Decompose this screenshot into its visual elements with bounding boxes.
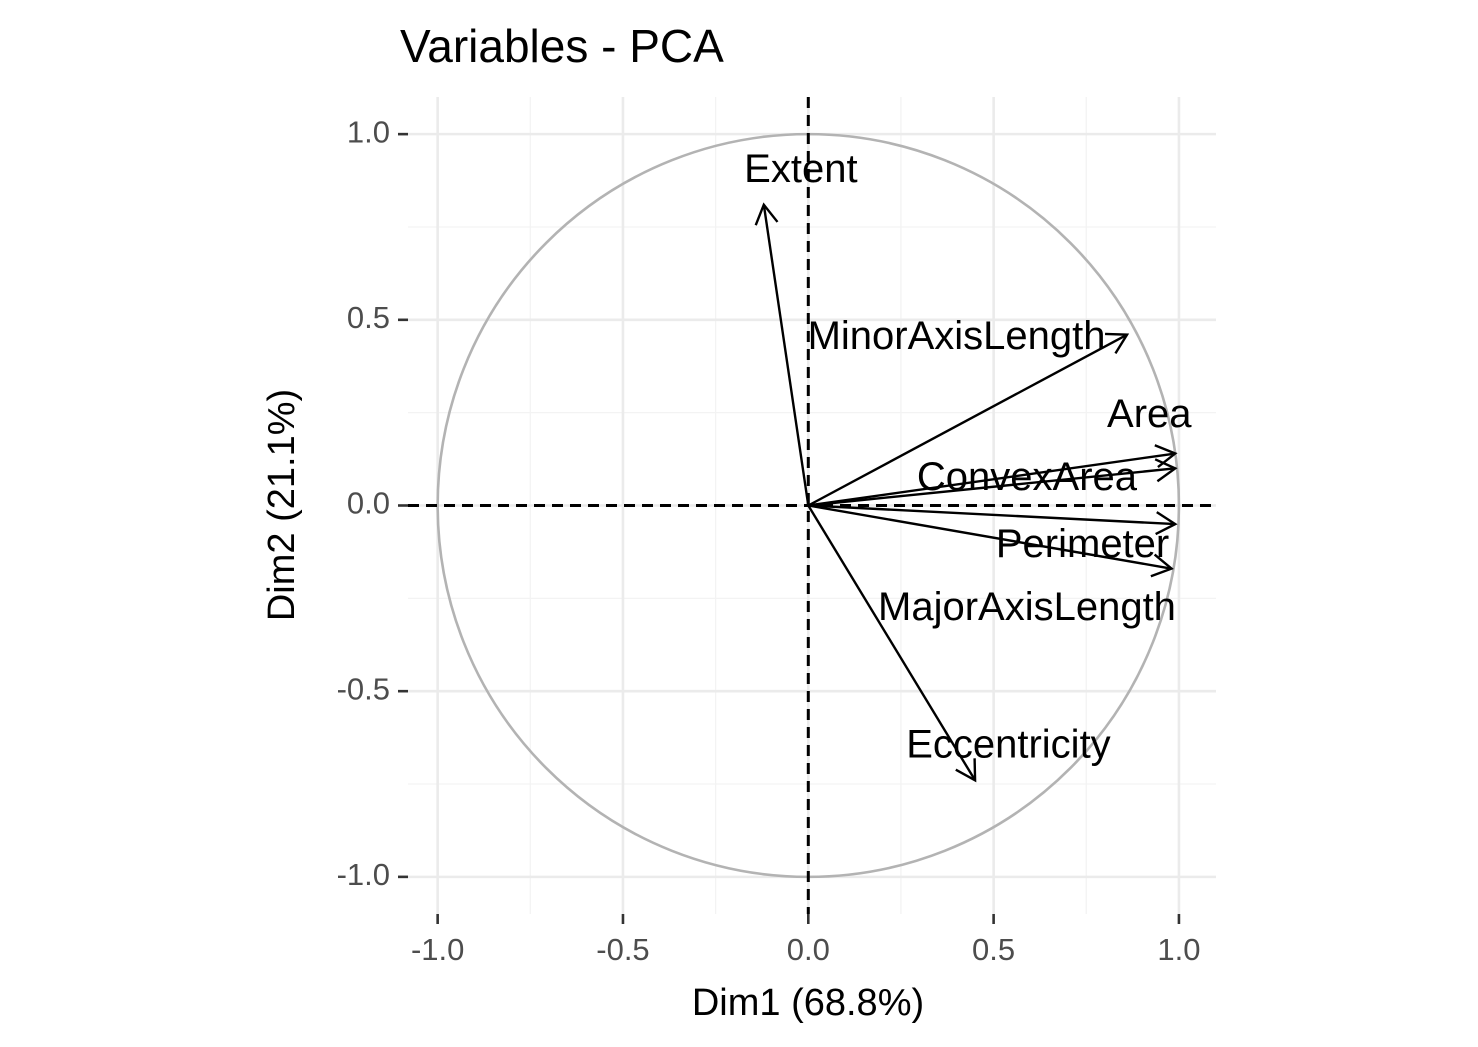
x-axis-title: Dim1 (68.8%) [692, 982, 924, 1024]
arrow-head-eccentricity [955, 758, 977, 783]
arrow-shaft-eccentricity [807, 504, 977, 781]
chart-title: Variables - PCA [400, 20, 724, 72]
arrow-minoraxislength [807, 332, 1130, 507]
x-axis: -1.0 -0.5 0.0 0.5 1.0 [411, 914, 1200, 967]
variable-label-majoraxislength: MajorAxisLength [878, 585, 1176, 629]
variable-labels: Area MajorAxisLength MinorAxisLength Eccent… [744, 147, 1192, 767]
arrow-head-convexarea [1154, 458, 1178, 483]
y-tick-label: 0.0 [347, 486, 390, 521]
variable-label-convexarea: ConvexArea [917, 455, 1138, 499]
arrow-extent [754, 202, 810, 506]
x-tick-label: 1.0 [1157, 932, 1200, 967]
y-tick-label: 1.0 [347, 114, 390, 149]
arrow-convexarea [808, 458, 1178, 507]
arrow-shaft-area [808, 452, 1176, 507]
variable-label-minoraxislength: MinorAxisLength [808, 314, 1106, 358]
arrow-head-extent [754, 202, 779, 226]
variable-label-eccentricity: Eccentricity [906, 722, 1111, 766]
y-axis-title: Dim2 (21.1%) [261, 389, 303, 621]
arrow-shaft-extent [762, 204, 810, 506]
variable-arrows [754, 202, 1178, 783]
y-tick-label: 0.5 [347, 300, 390, 335]
arrow-head-minoraxislength [1105, 332, 1130, 355]
x-tick-label: -1.0 [411, 932, 464, 967]
variable-label-extent: Extent [744, 147, 857, 191]
arrow-perimeter [808, 504, 1178, 536]
arrow-head-perimeter [1155, 511, 1178, 536]
y-tick-label: -0.5 [337, 671, 390, 706]
y-axis: -1.0 -0.5 0.0 0.5 1.0 [337, 114, 408, 892]
arrow-shaft-minoraxislength [807, 333, 1128, 507]
x-tick-label: -0.5 [596, 932, 649, 967]
arrow-shaft-majoraxislength [808, 504, 1172, 570]
arrow-majoraxislength [808, 504, 1174, 578]
variable-label-perimeter: Perimeter [996, 522, 1169, 566]
arrow-eccentricity [807, 504, 977, 783]
arrow-head-majoraxislength [1150, 553, 1174, 578]
y-tick-label: -1.0 [337, 857, 390, 892]
arrow-shaft-convexarea [808, 467, 1176, 507]
arrow-shaft-perimeter [808, 504, 1176, 526]
x-tick-label: 0.5 [972, 932, 1015, 967]
variable-label-area: Area [1107, 392, 1192, 436]
x-tick-label: 0.0 [787, 932, 830, 967]
